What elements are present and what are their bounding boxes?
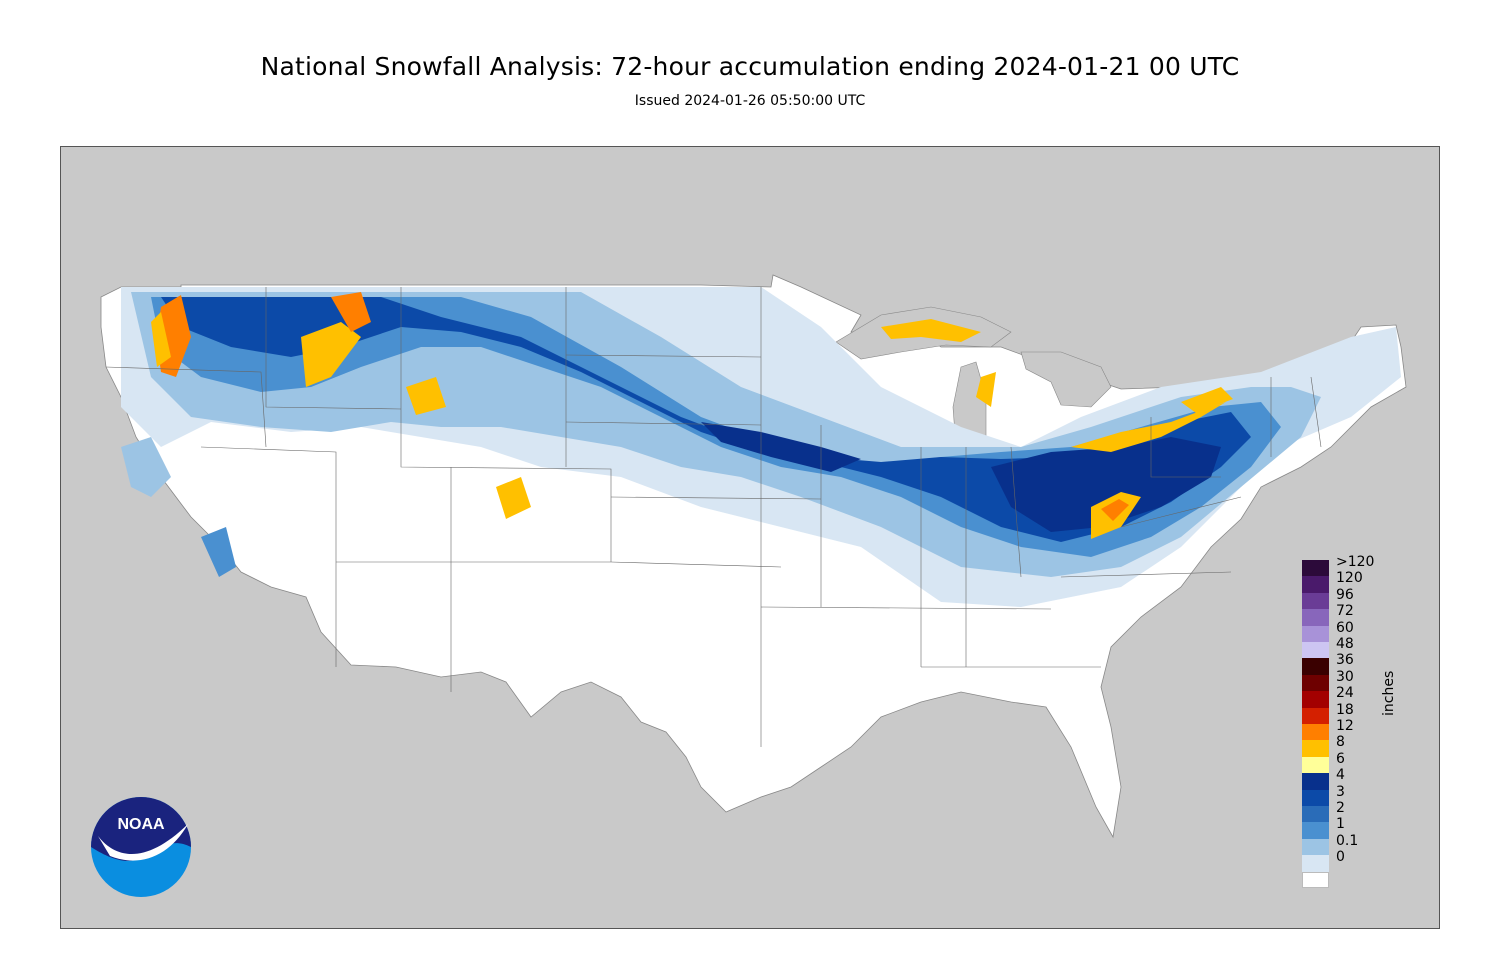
legend-label: 0.1: [1336, 832, 1359, 849]
legend-label: 30: [1336, 668, 1354, 685]
legend-swatch: [1302, 658, 1329, 675]
legend-swatch: [1302, 707, 1329, 724]
legend-label: 2: [1336, 800, 1345, 816]
legend-swatch: [1302, 822, 1329, 839]
legend-swatch: [1302, 592, 1329, 610]
legend-label: 8: [1336, 734, 1345, 751]
legend-label: 1: [1336, 816, 1345, 833]
legend-swatch: [1302, 560, 1329, 577]
legend-swatch: [1302, 625, 1329, 642]
legend-swatch: [1302, 855, 1329, 872]
legend-units: inches: [1381, 670, 1397, 716]
legend-label: 4: [1336, 767, 1345, 784]
legend-label: 12: [1336, 718, 1354, 734]
state-borders: [105, 287, 1322, 747]
legend-swatch: [1302, 838, 1329, 856]
legend-swatch: [1302, 806, 1329, 823]
issued-subtitle: Issued 2024-01-26 05:50:00 UTC: [634, 93, 866, 109]
legend-swatch: [1302, 576, 1329, 593]
legend-label: 6: [1336, 750, 1345, 767]
legend-swatch: [1302, 756, 1329, 774]
map-canvas: [100, 274, 1407, 839]
legend-label: 3: [1336, 783, 1345, 800]
lake-huron: [1020, 351, 1112, 408]
legend-label: >120: [1336, 554, 1375, 570]
legend-swatch: [1302, 773, 1329, 790]
legend-label: 96: [1336, 586, 1354, 603]
legend-label: 24: [1336, 685, 1354, 702]
map-title: National Snowfall Analysis: 72-hour accu…: [260, 52, 1240, 81]
legend-label: 60: [1336, 619, 1354, 636]
legend-swatch: [1302, 642, 1329, 659]
noaa-logo: NOAA: [91, 797, 191, 897]
legend-label: 48: [1336, 636, 1354, 652]
noaa-logo-text: NOAA: [117, 816, 165, 833]
legend-label: 0: [1336, 849, 1345, 866]
legend-swatch: [1302, 871, 1329, 888]
snowfall-map[interactable]: [60, 146, 1440, 929]
legend-label: 18: [1336, 701, 1354, 718]
legend-swatch: [1302, 724, 1329, 741]
legend-label: 120: [1336, 570, 1363, 587]
legend-swatch: [1302, 789, 1329, 806]
legend-swatch: [1302, 691, 1329, 708]
legend-label: 72: [1336, 603, 1354, 620]
legend-swatch: [1302, 674, 1329, 692]
legend-swatch: [1302, 740, 1329, 757]
legend-label: 36: [1336, 652, 1354, 669]
legend-swatch: [1302, 609, 1329, 626]
